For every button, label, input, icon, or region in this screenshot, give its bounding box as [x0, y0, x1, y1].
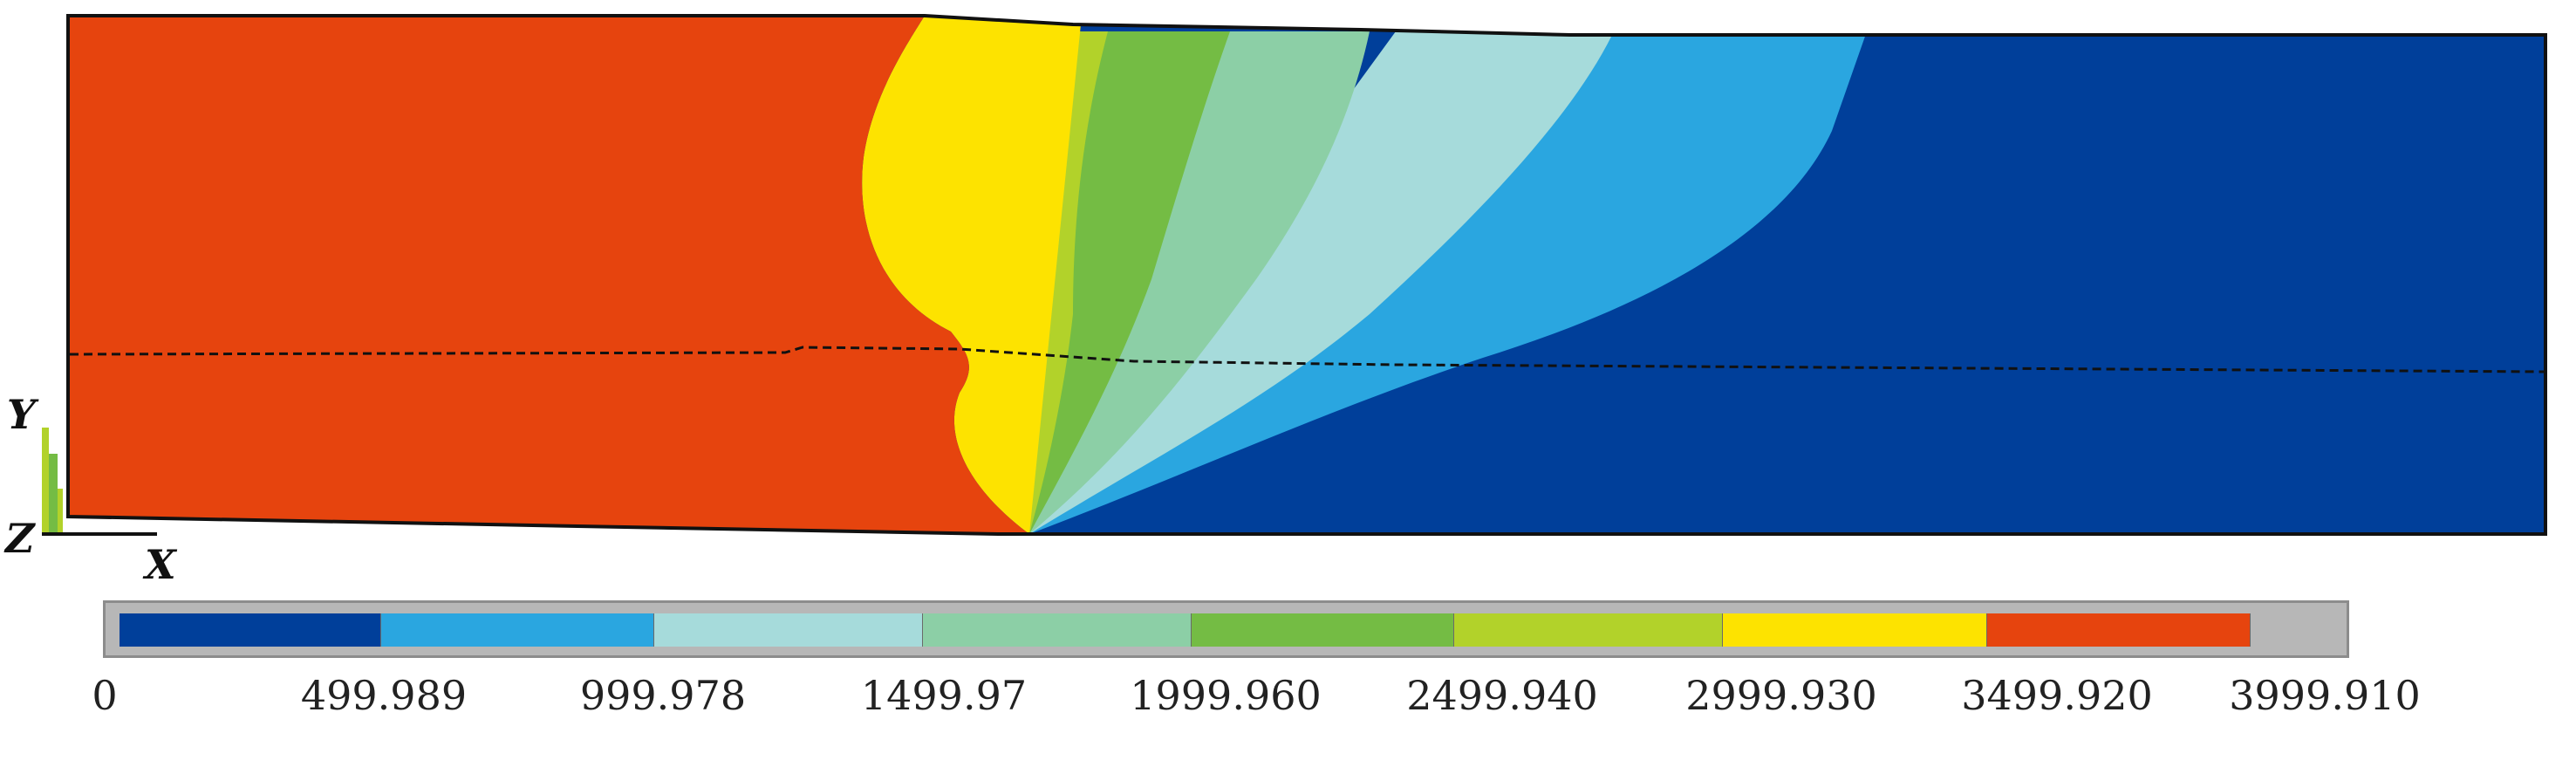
region-3500-4000	[68, 16, 1029, 534]
legend-swatch	[381, 613, 655, 647]
legend-tick-label: 0	[92, 672, 118, 719]
legend-tick-label: 2999.930	[1685, 672, 1877, 719]
axis-z-label: Z	[5, 515, 35, 562]
legend-swatch	[1192, 613, 1454, 647]
legend-swatch	[923, 613, 1192, 647]
region-1000-1500	[1029, 31, 1614, 534]
region-3000-3500	[862, 16, 1082, 534]
legend-swatch	[120, 613, 382, 647]
region-2000-2500	[1029, 31, 1230, 534]
legend-swatch	[1722, 613, 1987, 647]
axis-x-label: X	[145, 541, 176, 588]
legend-tick-label: 1499.97	[860, 672, 1028, 719]
color-legend-bar	[103, 600, 2349, 658]
legend-swatch	[1453, 613, 1723, 647]
legend-tick-label: 3499.920	[1961, 672, 2153, 719]
color-legend-swatches	[120, 613, 2333, 647]
domain-outline	[66, 14, 2547, 536]
legend-tick-label: 999.978	[579, 672, 747, 719]
axis-y-label: Y	[7, 391, 36, 438]
legend-swatch	[654, 613, 924, 647]
legend-tick-label: 1999.960	[1130, 672, 1322, 719]
axes-triad	[42, 428, 157, 536]
interface-dashed-line	[69, 346, 2546, 373]
legend-swatch	[1986, 613, 2251, 647]
legend-tick-label: 3999.910	[2229, 672, 2421, 719]
region-1500-2000	[1029, 31, 1370, 534]
legend-tick-label: 2499.940	[1406, 672, 1598, 719]
legend-tick-label: 499.989	[300, 672, 468, 719]
